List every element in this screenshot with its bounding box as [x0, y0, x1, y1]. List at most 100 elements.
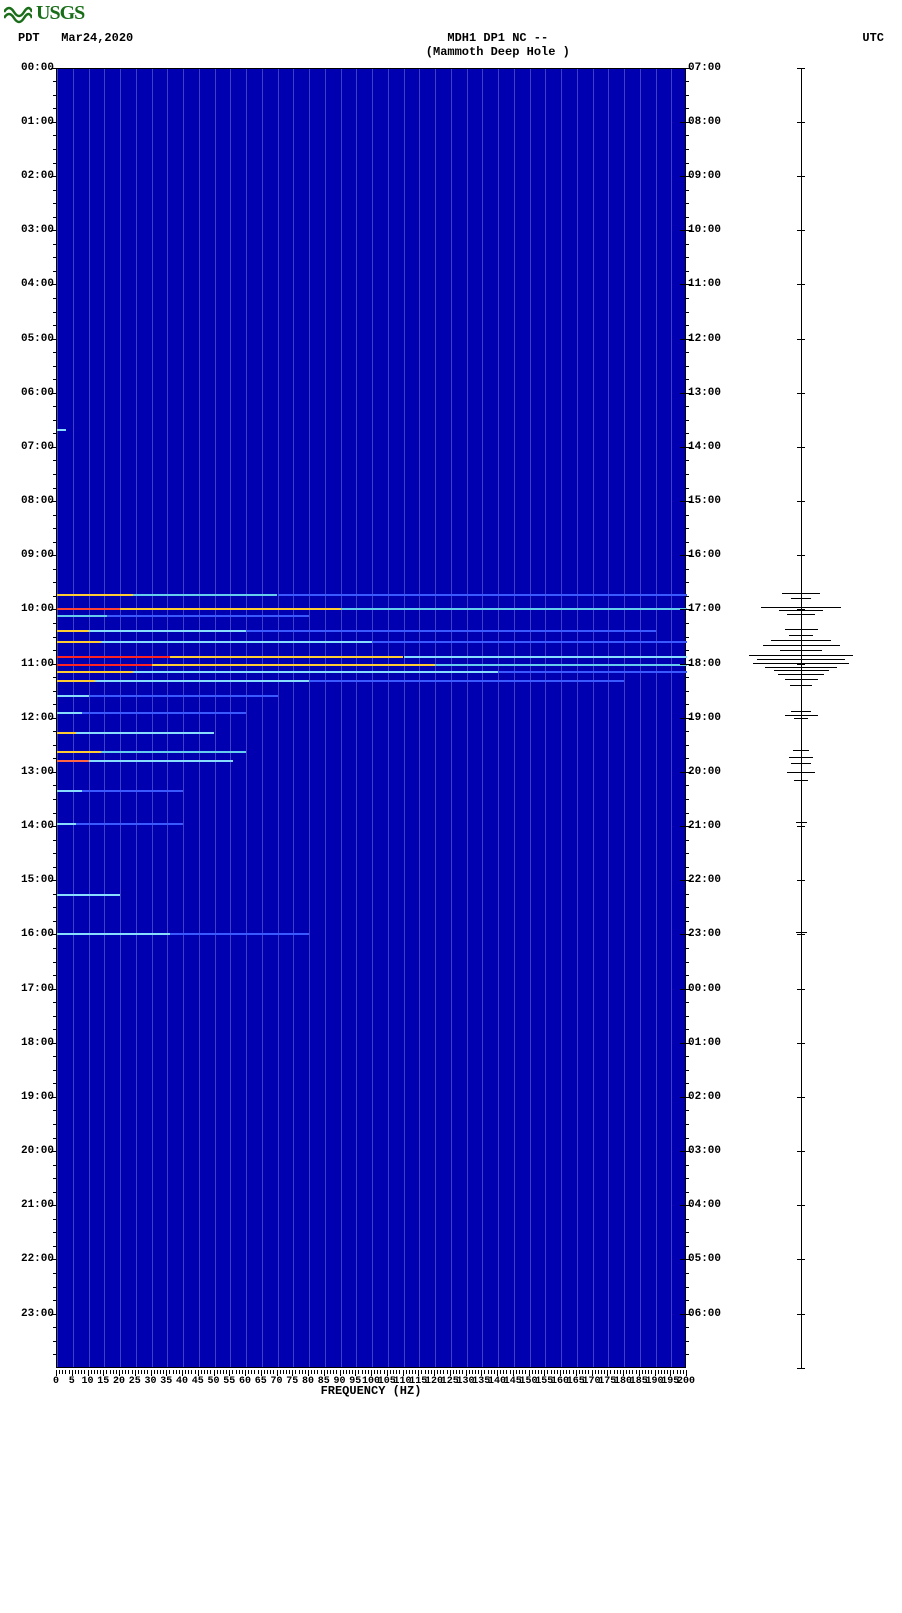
spectro-event	[57, 656, 170, 658]
spectro-event	[57, 630, 89, 632]
freq-tick-label: 60	[239, 1376, 251, 1387]
waveform-spike	[774, 670, 829, 671]
left-hour-label: 14:00	[21, 820, 54, 832]
grid-line	[498, 69, 499, 1367]
right-hour-label: 18:00	[688, 658, 721, 670]
spectro-event	[57, 712, 82, 714]
freq-tick-label: 75	[286, 1376, 298, 1387]
waveform-spike	[793, 750, 810, 751]
waveform-spike	[749, 655, 854, 656]
frequency-axis: 0510152025303540455055606570758085909510…	[56, 1370, 686, 1384]
freq-tick-label: 45	[192, 1376, 204, 1387]
right-hour-label: 03:00	[688, 1145, 721, 1157]
chart-area: 00:0001:0002:0003:0004:0005:0006:0007:00…	[11, 68, 891, 1398]
spectro-event	[133, 594, 278, 596]
grid-line	[671, 69, 672, 1367]
left-hour-label: 15:00	[21, 874, 54, 886]
left-hour-label: 23:00	[21, 1308, 54, 1320]
waveform-spike	[790, 685, 812, 686]
spectro-event	[498, 671, 687, 673]
spectro-event	[76, 823, 183, 825]
freq-tick-label: 40	[176, 1376, 188, 1387]
left-hour-label: 12:00	[21, 712, 54, 724]
grid-line	[514, 69, 515, 1367]
spectro-event	[57, 680, 95, 682]
freq-tick-label: 70	[270, 1376, 282, 1387]
header-center: MDH1 DP1 NC -- (Mammoth Deep Hole )	[426, 31, 570, 60]
wave-icon	[4, 4, 32, 24]
freq-tick-label: 85	[318, 1376, 330, 1387]
waveform-spike	[780, 650, 822, 651]
spectro-event	[133, 671, 498, 673]
right-time-axis: 07:0008:0009:0010:0011:0012:0013:0014:00…	[686, 68, 741, 1368]
waveform-spike	[794, 718, 807, 719]
right-hour-label: 11:00	[688, 278, 721, 290]
left-hour-label: 08:00	[21, 495, 54, 507]
spectro-event	[404, 656, 688, 658]
spectro-event	[76, 732, 215, 734]
waveform-spike	[761, 607, 840, 608]
right-hour-label: 06:00	[688, 1308, 721, 1320]
freq-tick-label: 65	[255, 1376, 267, 1387]
waveform-column	[741, 68, 861, 1368]
waveform-spike	[785, 629, 818, 630]
grid-line	[167, 69, 168, 1367]
right-hour-label: 13:00	[688, 387, 721, 399]
right-hour-label: 02:00	[688, 1091, 721, 1103]
left-hour-label: 06:00	[21, 387, 54, 399]
grid-line	[482, 69, 483, 1367]
grid-line	[246, 69, 247, 1367]
left-hour-label: 00:00	[21, 62, 54, 74]
freq-tick-label: 20	[113, 1376, 125, 1387]
right-hour-label: 21:00	[688, 820, 721, 832]
left-hour-label: 10:00	[21, 603, 54, 615]
grid-line	[624, 69, 625, 1367]
grid-line	[640, 69, 641, 1367]
spectro-event	[435, 664, 687, 666]
spectro-event	[57, 429, 66, 431]
chart-header: PDT Mar24,2020 MDH1 DP1 NC -- (Mammoth D…	[0, 27, 902, 62]
waveform-spike	[787, 614, 815, 615]
grid-line	[199, 69, 200, 1367]
spectro-event	[170, 933, 309, 935]
spectro-event	[57, 608, 120, 610]
spectro-event	[89, 695, 278, 697]
logo-text: USGS	[36, 2, 84, 25]
spectro-event	[341, 608, 688, 610]
waveform-spike	[771, 640, 832, 641]
freq-tick-label: 80	[302, 1376, 314, 1387]
spectro-event	[57, 671, 133, 673]
waveform-spike	[791, 598, 811, 599]
freq-tick-label: 5	[69, 1376, 75, 1387]
spectro-event	[57, 695, 89, 697]
freq-tick-label: 15	[97, 1376, 109, 1387]
spectro-event	[101, 641, 372, 643]
waveform-spike	[791, 711, 811, 712]
freq-tick-label: 200	[677, 1376, 695, 1387]
grid-line	[404, 69, 405, 1367]
waveform-spike	[796, 822, 807, 823]
spectro-event	[95, 680, 309, 682]
grid-line	[325, 69, 326, 1367]
usgs-logo: USGS	[0, 0, 902, 27]
spectro-event	[57, 664, 152, 666]
waveform-spike	[763, 645, 840, 646]
grid-line	[309, 69, 310, 1367]
grid-line	[593, 69, 594, 1367]
spectro-event	[120, 608, 341, 610]
left-hour-label: 16:00	[21, 928, 54, 940]
spectro-event	[57, 823, 76, 825]
grid-line	[451, 69, 452, 1367]
spectro-event	[57, 594, 133, 596]
freq-tick-label: 95	[349, 1376, 361, 1387]
freq-tick-label: 90	[333, 1376, 345, 1387]
left-hour-label: 21:00	[21, 1199, 54, 1211]
right-hour-label: 22:00	[688, 874, 721, 886]
spectro-event	[82, 790, 183, 792]
grid-line	[388, 69, 389, 1367]
left-hour-label: 13:00	[21, 766, 54, 778]
right-hour-label: 15:00	[688, 495, 721, 507]
waveform-spike	[779, 610, 823, 611]
waveform-spike	[778, 674, 824, 675]
grid-line	[120, 69, 121, 1367]
